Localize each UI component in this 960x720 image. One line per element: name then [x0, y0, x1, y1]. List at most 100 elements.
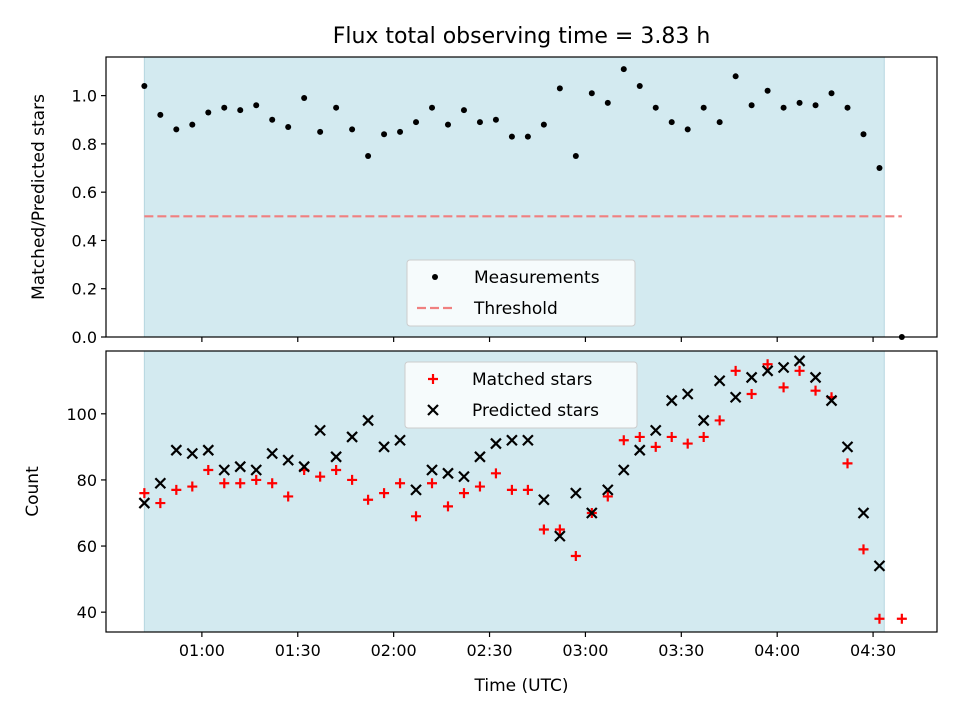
matched-star-point	[682, 438, 693, 449]
x-tick-label: 01:30	[275, 641, 321, 660]
measurement-point	[444, 121, 451, 128]
matched-star-point	[896, 613, 907, 624]
measurement-point	[269, 116, 276, 123]
matched-star-point	[363, 494, 374, 505]
predicted-star-point	[458, 470, 470, 483]
predicted-star-point	[777, 361, 790, 374]
legend-label: Matched stars	[472, 370, 592, 390]
matched-star-point	[538, 524, 549, 535]
measurement-point	[556, 85, 563, 92]
predicted-star-point	[761, 365, 774, 377]
matched-star-point	[315, 471, 326, 482]
measurement-point	[333, 104, 340, 111]
matched-star-point	[522, 484, 533, 495]
predicted-star-point	[202, 444, 215, 456]
chart-title: Flux total observing time = 3.83 h	[333, 24, 711, 49]
y-tick-label: 40	[77, 603, 97, 622]
predicted-star-point	[873, 560, 886, 572]
matched-star-point	[842, 458, 853, 469]
predicted-star-point	[474, 451, 486, 463]
measurement-point	[716, 119, 723, 126]
y-tick-label: 0.2	[72, 280, 97, 299]
measurement-point	[620, 66, 627, 73]
measurement-point	[173, 126, 180, 133]
legend-label: Measurements	[474, 268, 600, 288]
measurement-point	[796, 99, 803, 106]
matched-star-point	[395, 478, 406, 489]
measurement-point	[844, 104, 851, 111]
measurement-point	[253, 102, 260, 109]
matched-star-point	[442, 501, 453, 512]
measurement-point	[189, 121, 196, 128]
matched-star-point	[570, 550, 581, 561]
predicted-star-point	[138, 497, 151, 509]
measurement-point	[668, 119, 675, 126]
measurement-point	[652, 104, 659, 111]
legend-marker-cross	[427, 404, 439, 416]
measurement-point	[572, 152, 579, 159]
predicted-star-point	[330, 451, 342, 463]
measurement-point	[365, 152, 372, 159]
measurement-point	[141, 82, 148, 89]
predicted-star-point	[793, 355, 806, 367]
matched-star-point	[331, 465, 342, 476]
measurement-point	[604, 99, 611, 106]
measurement-point	[540, 121, 547, 128]
predicted-star-point	[282, 454, 294, 466]
matched-star-point	[746, 388, 757, 399]
matched-star-point	[730, 365, 741, 376]
matched-star-point	[171, 484, 182, 495]
x-tick-label: 04:30	[850, 641, 896, 660]
measurement-point	[221, 104, 228, 111]
x-tick-label: 01:00	[179, 641, 225, 660]
y-tick-label: 0.4	[72, 231, 97, 250]
matched-star-point	[283, 491, 294, 502]
predicted-star-point	[426, 464, 438, 476]
predicted-star-point	[170, 444, 183, 456]
matched-star-point	[554, 524, 565, 535]
legend-label: Predicted stars	[472, 401, 599, 421]
legend-marker-plus	[428, 374, 438, 384]
measurement-point	[780, 104, 787, 111]
y-tick-label: 1.0	[72, 87, 97, 106]
predicted-star-point	[250, 464, 262, 476]
measurement-point	[492, 116, 499, 123]
measurement-point	[429, 104, 436, 111]
matched-star-point	[411, 511, 422, 522]
legend-marker-dot	[432, 274, 438, 280]
predicted-star-point	[362, 414, 374, 427]
measurement-point	[157, 111, 164, 118]
predicted-star-point	[234, 460, 247, 473]
panel-count: 40 60 80 100 01:00 01:30 02:00 02:30 03:00 03:30 0…	[23, 350, 938, 660]
measurement-point	[460, 107, 467, 114]
matched-star-point	[427, 478, 438, 489]
predicted-star-point	[617, 464, 630, 476]
predicted-star-point	[314, 424, 326, 437]
x-tick-label: 03:30	[658, 641, 704, 660]
y-axis-label: Matched/Predicted stars	[29, 94, 49, 300]
matched-star-point	[458, 488, 469, 499]
matched-star-point	[379, 488, 390, 499]
matched-star-point	[155, 498, 166, 509]
matched-star-point	[506, 484, 517, 495]
predicted-star-point	[410, 484, 422, 496]
predicted-star-point	[346, 431, 358, 443]
matched-star-point	[267, 478, 278, 489]
predicted-star-point	[570, 487, 582, 499]
measurement-point	[476, 119, 483, 126]
measurement-point	[764, 87, 771, 94]
predicted-star-point	[554, 530, 566, 542]
predicted-star-point	[522, 434, 534, 447]
predicted-star-point	[745, 371, 758, 384]
matched-star-point	[490, 468, 501, 479]
predicted-star-point	[857, 507, 870, 519]
measurement-point	[860, 131, 867, 138]
legend-box	[406, 259, 636, 327]
x-tick-label: 03:00	[562, 641, 608, 660]
y-axis-label: Count	[23, 466, 43, 517]
y-tick-label: 0.0	[72, 328, 97, 347]
predicted-star-point	[713, 374, 726, 387]
x-tick-label: 02:00	[371, 641, 417, 660]
measurement-point	[812, 102, 819, 109]
